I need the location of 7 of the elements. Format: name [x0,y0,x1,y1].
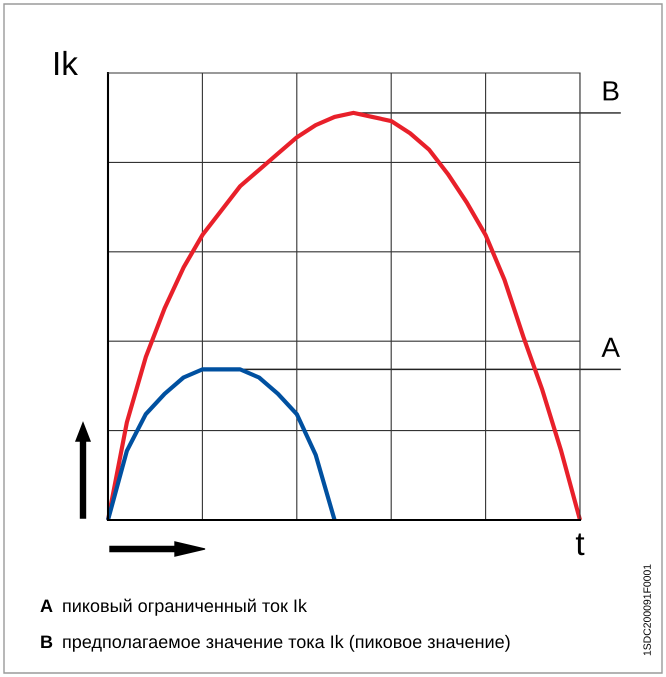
x-axis-title: t [576,533,584,556]
ref-line-label: B [604,81,618,100]
ref-line-label: A [601,338,620,357]
text: A пиковый ограниченный ток Ik [40,598,308,616]
text: 1SDC200091F0001 [643,564,651,656]
text: B предполагаемое значение тока Ik (пиковое значение) [41,634,510,652]
y-axis-title: Ik [55,50,78,75]
